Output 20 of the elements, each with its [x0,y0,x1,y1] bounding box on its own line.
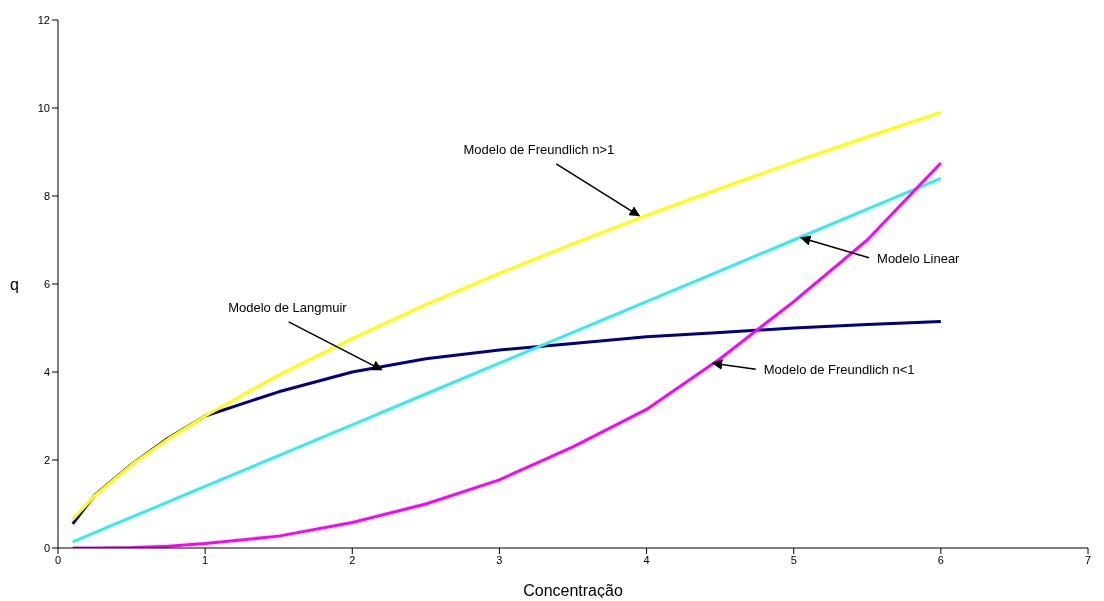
y-tick-label: 2 [43,453,50,466]
x-tick-label: 1 [202,553,209,566]
x-tick-label: 7 [1084,553,1092,566]
annotation: Modelo Linear [877,250,961,266]
x-tick-label: 3 [496,553,503,566]
x-tick-label: 6 [937,553,944,566]
x-tick-label: 4 [643,553,650,566]
annotation: Modelo de Freundlich n<1 [763,362,915,378]
y-tick-label: 6 [43,277,50,290]
annotation: Modelo de Freundlich n>1 [463,141,615,157]
y-tick-label: 0 [43,541,50,554]
y-tick-label: 8 [43,189,50,202]
x-tick-label: 5 [790,553,797,566]
y-tick-label: 4 [43,365,50,378]
annotation: Modelo de Langmuir [228,299,348,315]
y-tick-label: 10 [37,101,50,114]
x-tick-label: 0 [54,553,62,566]
x-tick-label: 2 [349,553,356,566]
y-axis-title: q [10,275,19,293]
y-tick-label: 12 [37,13,50,26]
